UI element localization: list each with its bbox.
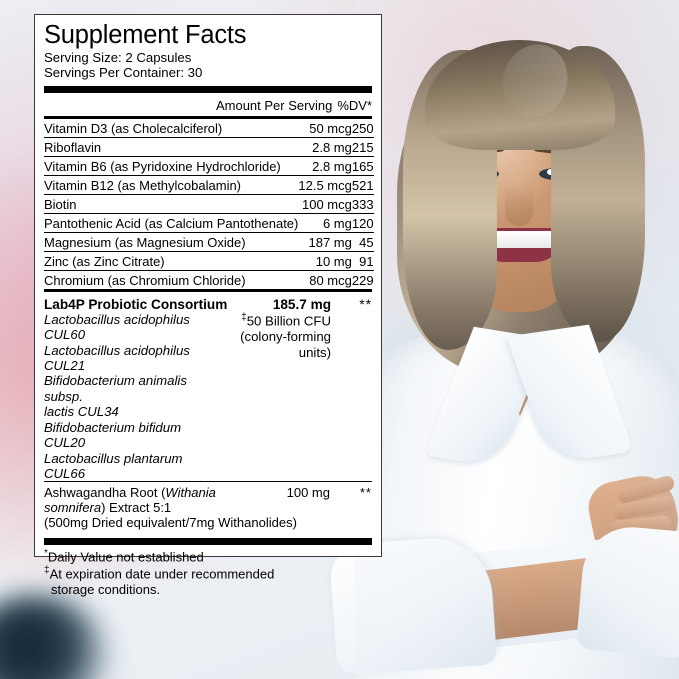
nutrient-dv: 45 [351,231,374,252]
panel-title: Supplement Facts [44,21,247,49]
list-item: lactis CUL34 [44,404,119,420]
cfu-dagger-symbol: ‡ [241,311,247,323]
nutrient-amount: 2.8 mg [298,155,352,176]
footnote-cfu-text: At expiration date under recommended [49,566,275,582]
herb-name: Ashwagandha Root (Withania somnifera) Ex… [44,485,276,515]
table-row: Zinc (as Zinc Citrate) 10 mg 91 [44,250,374,271]
nutrient-name: Vitamin D3 (as Cholecalciferol) [44,120,223,136]
divider-above-herb [44,481,372,483]
divider-heavy-bottom [44,537,372,545]
probiotic-blend-section: Lab4P Probiotic Consortium 185.7 mg ** L… [44,292,372,482]
herb-dv: ** [359,485,372,501]
strain-list: Lactobacillus acidophilus CUL60 Lactobac… [44,312,215,482]
footnote-dv-text: Daily Value not established [47,548,204,564]
table-row: Magnesium (as Magnesium Oxide) 187 mg 45 [44,231,374,252]
nutrient-name: Biotin [44,193,299,214]
cfu-info: ‡50 Billion CFU (colony-forming units) [215,312,340,482]
herb-scientific-name: Withania somnifera [44,485,216,516]
table-row: Pantothenic Acid (as Calcium Pantothenat… [44,212,374,233]
nutrient-amount: 100 mcg [298,193,352,214]
nutrient-dv: 215 [351,136,374,157]
nutrient-dv: 333 [351,193,374,214]
amount-per-serving-header: Amount Per Serving [215,97,333,113]
blend-header-row: Lab4P Probiotic Consortium 185.7 mg ** [44,294,372,312]
herb-name-post: ) Extract 5:1 [101,500,172,516]
list-item: Bifidobacterium bifidum CUL20 [44,419,182,451]
blend-detail-row: Lactobacillus acidophilus CUL60 Lactobac… [44,312,372,482]
divider-above-blend [44,288,372,292]
table-row: Biotin 100 mcg 333 [44,193,374,214]
servings-per-container: Servings Per Container: 30 [44,65,203,81]
nutrient-name: Magnesium (as Magnesium Oxide) [44,231,299,252]
list-item: Lactobacillus acidophilus CUL60 [44,311,190,343]
blend-name: Lab4P Probiotic Consortium [44,296,228,312]
table-row: Chromium (as Chromium Chloride) 80 mcg 2… [44,269,374,289]
footnote-dv: *Daily Value not established [44,548,372,565]
table-row: Vitamin B6 (as Pyridoxine Hydrochloride)… [44,155,374,176]
nose [505,184,533,226]
table-row: Vitamin B12 (as Methylcobalamin) 12.5 mc… [44,174,374,195]
footnote-star-symbol: * [44,547,48,559]
nutrient-name: Vitamin B12 (as Methylcobalamin) [44,174,299,195]
nutrient-dv: 165 [351,155,374,176]
nutrient-amount: 12.5 mcg [298,174,352,195]
nutrient-amount: 2.8 mg [298,136,352,157]
nutrient-dv: 521 [351,174,374,195]
divider-under-headers [44,115,372,119]
blend-dv: ** [359,296,372,312]
nutrient-amount: 50 mcg [309,120,352,136]
teeth [479,231,561,248]
eye-highlight-right [547,169,554,175]
list-item: Bifidobacterium animalis subsp. [44,373,187,404]
nutrient-name: Pantothenic Acid (as Calcium Pantothenat… [44,212,299,233]
table-row: Vitamin D3 (as Cholecalciferol) 50 mcg 2… [44,119,374,138]
column-headers: Amount Per Serving %DV* [44,93,372,116]
nutrient-dv: 229 [351,269,374,289]
cfu-value-line: ‡50 Billion CFU [215,312,331,329]
footnote-cfu: ‡At expiration date under recommended [44,565,372,582]
list-item: Lactobacillus plantarum CUL66 [44,450,183,482]
list-item: Lactobacillus acidophilus CUL21 [44,342,190,373]
blend-amount: 185.7 mg [272,296,331,312]
nutrient-name: Vitamin B6 (as Pyridoxine Hydrochloride) [44,155,299,176]
nutrient-amount: 187 mg [298,231,352,252]
ashwagandha-section: Ashwagandha Root (Withania somnifera) Ex… [44,482,372,532]
nutrient-dv: 250 [351,120,374,136]
nutrient-table-body: Vitamin D3 (as Cholecalciferol) 50 mcg 2… [44,119,374,289]
cfu-value: 50 Billion CFU [246,313,331,329]
nutrient-dv: 120 [351,212,374,233]
nutrient-amount: 80 mcg [298,269,352,289]
blend-dv-spacer [340,312,372,482]
herb-name-pre: Ashwagandha Root ( [44,485,166,501]
divider-heavy-top [44,85,372,93]
footnotes: *Daily Value not established ‡At expirat… [44,545,372,598]
supplement-facts-panel: Supplement Facts Serving Size: 2 Capsule… [34,14,382,597]
nutrient-amount: 10 mg [298,250,352,271]
lab-coat-woman-photo [328,0,679,679]
nutrient-amount: 6 mg [298,212,352,233]
nutrient-table: Vitamin D3 (as Cholecalciferol) 50 mcg 2… [44,119,374,289]
nutrient-dv: 91 [351,250,374,271]
herb-amount: 100 mg [286,485,330,501]
herb-detail: (500mg Dried equivalent/7mg Withanolides… [44,515,297,531]
footnote-dagger-symbol: ‡ [44,564,50,576]
percent-dv-header: %DV* [337,97,372,113]
nutrient-name: Chromium (as Chromium Chloride) [44,269,299,289]
table-row: Riboflavin 2.8 mg 215 [44,136,374,157]
cfu-units: (colony-forming units) [240,328,331,360]
footnote-cfu-line2: storage conditions. [51,581,161,597]
hair-top [425,40,615,150]
serving-size: Serving Size: 2 Capsules [44,50,192,66]
herb-main-row: Ashwagandha Root (Withania somnifera) Ex… [44,485,372,515]
nutrient-name: Zinc (as Zinc Citrate) [44,250,299,271]
nutrient-name: Riboflavin [44,136,299,157]
